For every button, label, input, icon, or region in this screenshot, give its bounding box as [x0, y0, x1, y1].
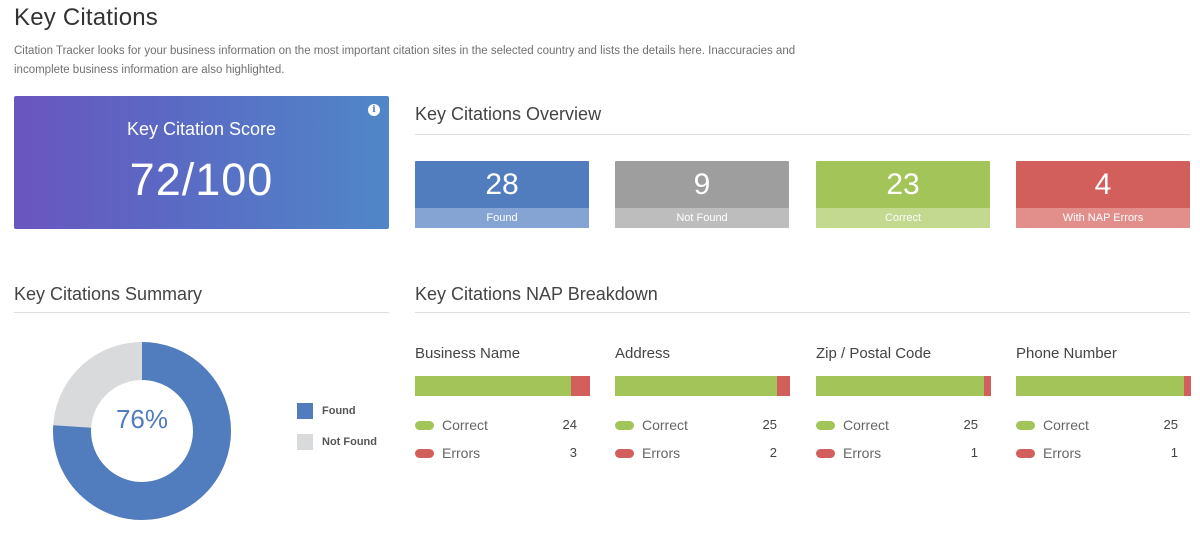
nap-correct-value: 25 [1163, 417, 1178, 432]
nap-correct-label: Correct [843, 417, 889, 433]
nap-bar-correct [1016, 376, 1185, 396]
nap-errors-row: Errors 2 [615, 445, 777, 461]
nap-errors-label: With NAP Errors [1016, 208, 1190, 228]
nap-errors-row: Errors 3 [415, 445, 577, 461]
correct-pill-icon [816, 421, 835, 430]
nap-title: Key Citations NAP Breakdown [415, 284, 658, 304]
nap-errors-count: 4 [1094, 168, 1112, 201]
errors-pill-icon [615, 449, 634, 458]
found-card[interactable]: 28 Found [415, 161, 589, 228]
nap-errors-value: 1 [970, 445, 978, 460]
nap-column-title: Zip / Postal Code [816, 345, 932, 362]
nap-correct-label: Correct [442, 417, 488, 433]
nap-errors-row: Errors 1 [816, 445, 978, 461]
nap-bar-correct [415, 376, 571, 396]
score-value: 72/100 [129, 154, 274, 205]
summary-donut-chart [53, 342, 231, 520]
correct-label: Correct [816, 208, 990, 228]
found-label: Found [415, 208, 589, 228]
nap-errors-value: 3 [569, 445, 577, 460]
info-icon[interactable]: i [368, 104, 380, 116]
donut-percent: 76% [115, 404, 169, 434]
nap-correct-row: Correct 24 [415, 417, 577, 433]
errors-pill-icon [816, 449, 835, 458]
errors-pill-icon [415, 449, 434, 458]
not-found-label: Not Found [615, 208, 789, 228]
not-found-count: 9 [693, 168, 711, 201]
nap-correct-value: 25 [762, 417, 777, 432]
not-found-card[interactable]: 9 Not Found [615, 161, 789, 228]
nap-errors-card[interactable]: 4 With NAP Errors [1016, 161, 1190, 228]
nap-errors-label: Errors [642, 445, 681, 461]
legend-not-found-swatch [297, 434, 313, 450]
summary-title: Key Citations Summary [14, 284, 203, 304]
nap-divider [415, 312, 1190, 313]
nap-errors-label: Errors [442, 445, 481, 461]
nap-bar [816, 376, 991, 396]
nap-errors-value: 2 [769, 445, 777, 460]
nap-column-title: Business Name [415, 345, 521, 362]
nap-correct-value: 24 [562, 417, 577, 432]
nap-zip-code: Zip / Postal Code Correct 25 Errors 1 [816, 345, 991, 475]
nap-address: Address Correct 25 Errors 2 [615, 345, 790, 475]
nap-bar [415, 376, 590, 396]
overview-divider [415, 134, 1190, 135]
score-label: Key Citation Score [126, 119, 277, 139]
correct-pill-icon [415, 421, 434, 430]
correct-pill-icon [1016, 421, 1035, 430]
nap-correct-row: Correct 25 [615, 417, 777, 433]
nap-column-title: Phone Number [1016, 345, 1117, 362]
page-title: Key Citations [14, 4, 158, 31]
found-count: 28 [485, 168, 519, 201]
nap-correct-label: Correct [642, 417, 688, 433]
legend-found-swatch [297, 403, 313, 419]
nap-bar-correct [615, 376, 778, 396]
nap-errors-label: Errors [1043, 445, 1082, 461]
key-citation-score-card: Key Citation Score 72/100 i [14, 96, 389, 229]
legend-found-label: Found [322, 405, 356, 417]
legend-not-found-label: Not Found [322, 436, 377, 448]
nap-errors-row: Errors 1 [1016, 445, 1178, 461]
nap-bar [1016, 376, 1191, 396]
nap-correct-row: Correct 25 [1016, 417, 1178, 433]
nap-bar-correct [816, 376, 985, 396]
nap-bar [615, 376, 790, 396]
overview-title: Key Citations Overview [415, 104, 602, 124]
summary-divider [14, 312, 389, 313]
correct-card[interactable]: 23 Correct [816, 161, 990, 228]
errors-pill-icon [1016, 449, 1035, 458]
donut-found-arc [53, 342, 231, 520]
nap-business-name: Business Name Correct 24 Errors 3 [415, 345, 590, 475]
nap-errors-value: 1 [1170, 445, 1178, 460]
correct-count: 23 [886, 168, 920, 201]
nap-correct-label: Correct [1043, 417, 1089, 433]
nap-correct-value: 25 [963, 417, 978, 432]
nap-column-title: Address [615, 345, 671, 362]
correct-pill-icon [615, 421, 634, 430]
nap-correct-row: Correct 25 [816, 417, 978, 433]
nap-phone-number: Phone Number Correct 25 Errors 1 [1016, 345, 1191, 475]
nap-errors-label: Errors [843, 445, 882, 461]
page-description: Citation Tracker looks for your business… [14, 45, 796, 76]
